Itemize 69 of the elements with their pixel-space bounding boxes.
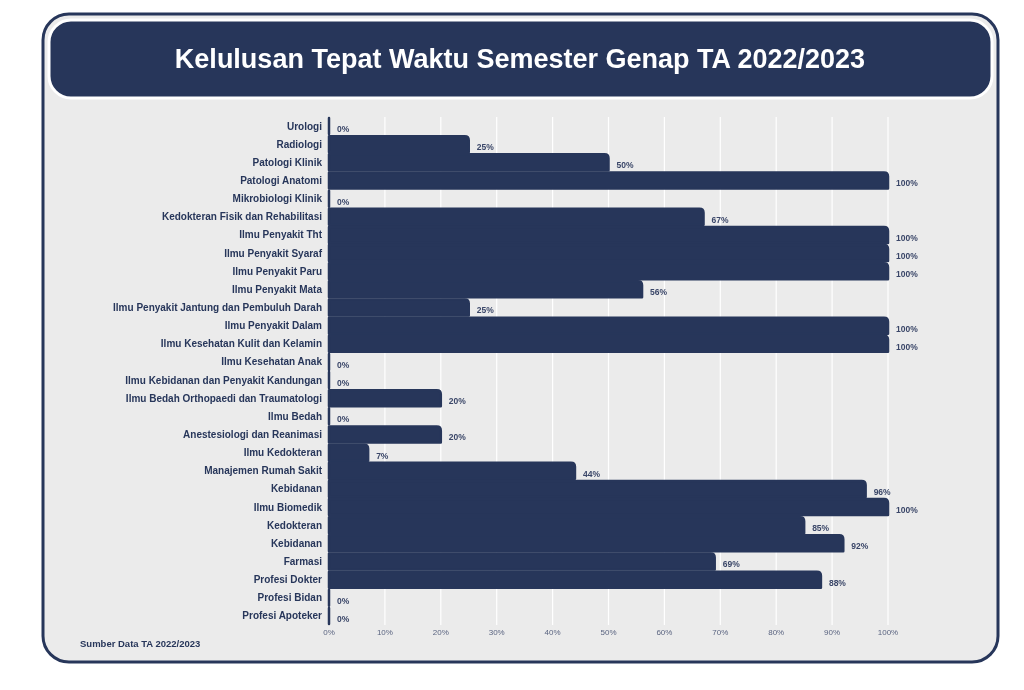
y-tick-label: Patologi Anatomi xyxy=(240,175,323,186)
x-tick-label: 20% xyxy=(432,628,449,637)
x-tick-label: 50% xyxy=(600,628,617,637)
data-label: 50% xyxy=(616,160,634,171)
y-tick-label: Kebidanan xyxy=(270,483,322,495)
y-tick-label: Ilmu Bedah xyxy=(268,410,322,422)
y-tick-label: Urologi xyxy=(287,120,323,132)
data-label: 0% xyxy=(337,196,350,207)
x-tick-label: 70% xyxy=(712,628,729,637)
chart-title: Kelulusan Tepat Waktu Semester Genap TA 2022/2023 xyxy=(174,44,866,75)
x-tick-label: 100% xyxy=(877,628,899,637)
x-tick-label: 60% xyxy=(656,628,673,637)
text: Sumber Data TA 2022/2023 xyxy=(80,638,201,650)
data-label: 100% xyxy=(896,505,919,516)
y-tick-label: Anestesiologi dan Reanimasi xyxy=(183,429,323,440)
y-tick-label: Mikrobiologi Klinik xyxy=(232,193,323,205)
y-tick-label: Ilmu Kesehatan Kulit dan Kelamin xyxy=(160,338,322,350)
data-label: 56% xyxy=(650,287,668,298)
data-label: 0% xyxy=(337,359,350,370)
data-label: 0% xyxy=(337,378,350,389)
y-tick-label: Patologi Klinik xyxy=(252,156,323,168)
x-tick-label: 90% xyxy=(824,628,841,637)
data-label: 96% xyxy=(873,486,892,497)
data-label: 69% xyxy=(722,559,741,570)
y-tick-label: Farmasi xyxy=(283,556,323,567)
x-tick-label: 80% xyxy=(768,628,785,637)
y-tick-label: Ilmu Kedokteran xyxy=(243,447,322,459)
y-tick-label: Ilmu Biomedik xyxy=(253,501,323,513)
data-label: 85% xyxy=(812,523,830,534)
y-tick-label: Profesi Apoteker xyxy=(242,610,323,622)
data-label: 0% xyxy=(337,613,350,624)
y-tick-label: Ilmu Penyakit Paru xyxy=(232,265,322,277)
data-label: 67% xyxy=(711,214,729,225)
y-tick-label: Kedokteran Fisik dan Rehabilitasi xyxy=(161,211,323,223)
data-label: 7% xyxy=(376,450,389,461)
x-tick-label: 30% xyxy=(488,628,505,637)
y-tick-label: Ilmu Penyakit Dalam xyxy=(224,320,323,332)
y-tick-label: Ilmu Bedah Orthopaedi dan Traumatologi xyxy=(125,392,323,404)
y-tick-label: Ilmu Penyakit Syaraf xyxy=(224,247,323,259)
x-tick-label: 0% xyxy=(323,628,335,637)
data-label: 20% xyxy=(448,432,467,443)
x-tick-label: 40% xyxy=(544,628,561,637)
data-label: 100% xyxy=(896,323,919,334)
y-tick-label: Manajemen Rumah Sakit xyxy=(204,465,323,477)
y-tick-label: Ilmu Kebidanan dan Penyakit Kandungan xyxy=(125,374,322,386)
data-label: 92% xyxy=(851,541,869,552)
data-label: 0% xyxy=(337,124,350,135)
x-tick-label: 10% xyxy=(376,628,393,637)
data-label: 25% xyxy=(476,142,495,153)
y-tick-label: Radiologi xyxy=(276,138,323,150)
data-label: 0% xyxy=(337,414,350,425)
y-tick-label: Profesi Dokter xyxy=(253,574,323,586)
y-tick-label: Ilmu Penyakit Mata xyxy=(231,283,323,295)
y-tick-label: Ilmu Penyakit Jantung dan Pembuluh Darah xyxy=(113,302,322,313)
data-label: 25% xyxy=(476,305,495,316)
y-tick-label: Ilmu Kesehatan Anak xyxy=(221,356,323,368)
y-tick-label: Kedokteran xyxy=(266,519,322,531)
data-label: 88% xyxy=(828,577,847,588)
data-label: 0% xyxy=(337,595,350,606)
data-label: 100% xyxy=(896,341,919,352)
data-label: 44% xyxy=(582,468,601,479)
y-tick-label: Kebidanan xyxy=(270,537,322,549)
data-label: 100% xyxy=(896,178,919,189)
data-label: 100% xyxy=(896,269,919,280)
data-label: 100% xyxy=(896,251,919,262)
data-label: 100% xyxy=(896,232,919,243)
data-label: 20% xyxy=(448,396,467,407)
y-tick-label: Profesi Bidan xyxy=(257,592,322,604)
y-tick-label: Ilmu Penyakit Tht xyxy=(239,229,323,241)
